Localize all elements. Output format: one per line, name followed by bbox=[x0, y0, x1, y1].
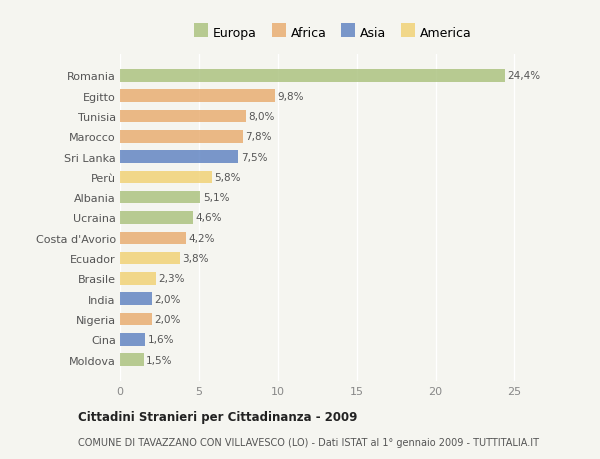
Bar bbox=[120, 252, 180, 265]
Text: 7,5%: 7,5% bbox=[241, 152, 267, 162]
Text: 5,8%: 5,8% bbox=[214, 173, 241, 183]
Bar bbox=[120, 70, 505, 83]
Text: Cittadini Stranieri per Cittadinanza - 2009: Cittadini Stranieri per Cittadinanza - 2… bbox=[78, 410, 358, 423]
Text: 7,8%: 7,8% bbox=[245, 132, 272, 142]
Bar bbox=[120, 171, 212, 184]
Text: 5,1%: 5,1% bbox=[203, 193, 229, 203]
Text: 8,0%: 8,0% bbox=[248, 112, 275, 122]
Bar bbox=[120, 191, 200, 204]
Text: 9,8%: 9,8% bbox=[277, 91, 304, 101]
Text: 4,2%: 4,2% bbox=[188, 233, 215, 243]
Bar bbox=[120, 111, 246, 123]
Text: 2,0%: 2,0% bbox=[154, 294, 180, 304]
Text: 1,5%: 1,5% bbox=[146, 355, 173, 365]
Bar bbox=[120, 151, 238, 163]
Text: 2,0%: 2,0% bbox=[154, 314, 180, 325]
Bar bbox=[120, 333, 145, 346]
Bar bbox=[120, 293, 152, 305]
Text: COMUNE DI TAVAZZANO CON VILLAVESCO (LO) - Dati ISTAT al 1° gennaio 2009 - TUTTIT: COMUNE DI TAVAZZANO CON VILLAVESCO (LO) … bbox=[78, 437, 539, 447]
Bar bbox=[120, 232, 186, 245]
Text: 1,6%: 1,6% bbox=[148, 335, 174, 345]
Text: 4,6%: 4,6% bbox=[195, 213, 221, 223]
Bar bbox=[120, 273, 156, 285]
Text: 3,8%: 3,8% bbox=[182, 253, 209, 263]
Text: 24,4%: 24,4% bbox=[508, 71, 541, 81]
Bar bbox=[120, 131, 243, 143]
Bar bbox=[120, 212, 193, 224]
Bar bbox=[120, 353, 143, 366]
Bar bbox=[120, 313, 152, 325]
Text: 2,3%: 2,3% bbox=[158, 274, 185, 284]
Legend: Europa, Africa, Asia, America: Europa, Africa, Asia, America bbox=[191, 24, 475, 42]
Bar bbox=[120, 90, 275, 103]
